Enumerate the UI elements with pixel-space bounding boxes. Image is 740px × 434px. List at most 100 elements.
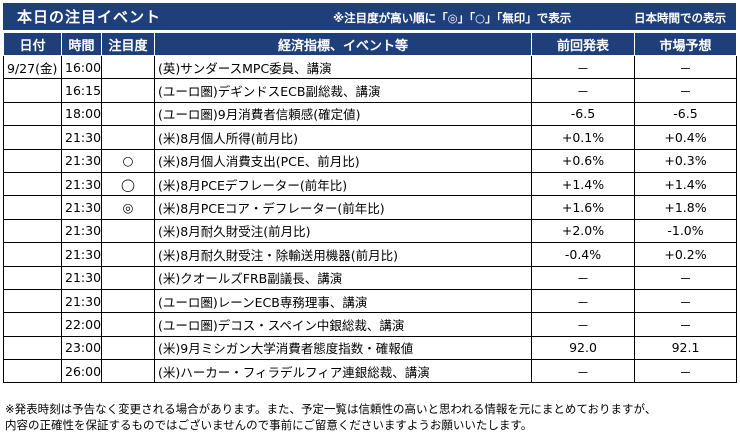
event-date	[3, 288, 62, 314]
importance-mark	[101, 242, 155, 267]
event-name: (米)9月ミシガン大学消費者態度指数・確報値	[154, 335, 532, 361]
event-name: (米)8月PCEコア・デフレーター(前年比)	[154, 195, 532, 220]
disclaimer: ※発表時刻は予告なく変更される場合があります。また、予定一覧は信頼性の高いと思わ…	[5, 401, 737, 433]
forecast-value: -1.0%	[634, 218, 737, 244]
timezone-note: 日本時間での表示	[634, 11, 726, 25]
table-row: 23:00 (米)9月ミシガン大学消費者態度指数・確報値 92.0 92.1	[3, 335, 737, 361]
forecast-value: +0.2%	[634, 242, 737, 267]
event-time: 23:00	[61, 335, 102, 361]
previous-value: +0.1%	[531, 125, 635, 150]
disclaimer-line-2: 内容の正確性を保証するものではございませんので事前にご留意くださいますようお願い…	[5, 418, 533, 432]
previous-value: －	[531, 54, 635, 80]
event-name: (ユーロ圏)レーンECB専務理事、講演	[154, 288, 532, 314]
forecast-value: -6.5	[634, 101, 737, 127]
table-row: 21:30 ○ (米)8月個人消費支出(PCE、前月比) +0.6% +0.3%	[3, 148, 737, 173]
event-name: (ユーロ圏)デギンドスECB副総裁、講演	[154, 78, 532, 103]
forecast-value: +0.3%	[634, 148, 737, 173]
importance-mark	[101, 359, 155, 384]
event-time: 26:00	[61, 359, 102, 384]
importance-mark	[101, 312, 155, 337]
calendar-title: 本日の注目イベント	[17, 8, 162, 26]
previous-value: +1.4%	[531, 171, 635, 197]
importance-mark: ◯	[101, 171, 155, 197]
previous-value: -6.5	[531, 101, 635, 127]
event-time: 21:30	[61, 265, 102, 290]
table-row: 21:30 ◎ (米)8月PCEコア・デフレーター(前年比) +1.6% +1.8%	[3, 195, 737, 220]
forecast-value: －	[634, 265, 737, 290]
col-date: 日付	[3, 32, 62, 56]
event-date	[3, 171, 62, 197]
event-date	[3, 125, 62, 150]
event-date	[3, 335, 62, 361]
event-time: 16:15	[61, 78, 102, 103]
event-time: 21:30	[61, 218, 102, 244]
col-importance: 注目度	[101, 32, 155, 56]
importance-mark	[101, 125, 155, 150]
importance-mark	[101, 78, 155, 103]
importance-mark	[101, 335, 155, 361]
event-date	[3, 78, 62, 103]
previous-value: 92.0	[531, 335, 635, 361]
event-name: (米)8月PCEデフレーター(前年比)	[154, 171, 532, 197]
previous-value: +1.6%	[531, 195, 635, 220]
event-table: 日付 時間 注目度 経済指標、イベント等 前回発表 市場予想 9/27(金) 16…	[3, 32, 737, 384]
event-date	[3, 218, 62, 244]
table-row: 21:30 (米)8月個人所得(前月比) +0.1% +0.4%	[3, 125, 737, 150]
previous-value: －	[531, 312, 635, 337]
event-time: 21:30	[61, 288, 102, 314]
previous-value: －	[531, 288, 635, 314]
event-time: 16:00	[61, 54, 102, 80]
event-name: (米)8月個人所得(前月比)	[154, 125, 532, 150]
forecast-value: －	[634, 54, 737, 80]
event-time: 22:00	[61, 312, 102, 337]
previous-value: －	[531, 265, 635, 290]
table-row: 9/27(金) 16:00 (英)サンダースMPC委員、講演－－	[3, 54, 737, 80]
importance-mark	[101, 265, 155, 290]
forecast-value: +1.8%	[634, 195, 737, 220]
previous-value: +2.0%	[531, 218, 635, 244]
event-date	[3, 148, 62, 173]
event-time: 21:30	[61, 148, 102, 173]
forecast-value: 92.1	[634, 335, 737, 361]
event-date	[3, 359, 62, 384]
event-date	[3, 195, 62, 220]
event-name: (英)サンダースMPC委員、講演	[154, 54, 532, 80]
table-row: 21:30 (米)8月耐久財受注・除輸送用機器(前月比) -0.4% +0.2%	[3, 242, 737, 267]
importance-mark	[101, 54, 155, 80]
event-time: 18:00	[61, 101, 102, 127]
event-date	[3, 265, 62, 290]
table-row: 22:00 (ユーロ圏)デコス・スペイン中銀総裁、講演－－	[3, 312, 737, 337]
forecast-value: －	[634, 78, 737, 103]
col-event: 経済指標、イベント等	[154, 32, 532, 56]
event-time: 21:30	[61, 195, 102, 220]
importance-mark	[101, 218, 155, 244]
event-date	[3, 242, 62, 267]
col-forecast: 市場予想	[634, 32, 737, 56]
importance-mark: ○	[101, 148, 155, 173]
event-time: 21:30	[61, 171, 102, 197]
calendar-header: 本日の注目イベント ※注目度が高い順に「◎」「○」「無印」で表示 日本時間での表…	[3, 3, 736, 30]
event-name: (米)ハーカー・フィラデルフィア連銀総裁、講演	[154, 359, 532, 384]
event-name: (米)8月耐久財受注(前月比)	[154, 218, 532, 244]
forecast-value: +0.4%	[634, 125, 737, 150]
importance-mark	[101, 288, 155, 314]
importance-mark: ◎	[101, 195, 155, 220]
table-row: 21:30 (米)8月耐久財受注(前月比) +2.0% -1.0%	[3, 218, 737, 244]
table-row: 26:00 (米)ハーカー・フィラデルフィア連銀総裁、講演－－	[3, 359, 737, 384]
event-date	[3, 101, 62, 127]
previous-value: -0.4%	[531, 242, 635, 267]
forecast-value: －	[634, 359, 737, 384]
event-name: (ユーロ圏)9月消費者信頼感(確定値)	[154, 101, 532, 127]
previous-value: －	[531, 359, 635, 384]
table-row: 18:00 (ユーロ圏)9月消費者信頼感(確定値) -6.5 -6.5	[3, 101, 737, 127]
importance-note: ※注目度が高い順に「◎」「○」「無印」で表示	[333, 11, 572, 25]
forecast-value: +1.4%	[634, 171, 737, 197]
event-name: (ユーロ圏)デコス・スペイン中銀総裁、講演	[154, 312, 532, 337]
event-name: (米)8月個人消費支出(PCE、前月比)	[154, 148, 532, 173]
table-row: 21:30 (米)クオールズFRB副議長、講演－－	[3, 265, 737, 290]
event-date: 9/27(金)	[3, 54, 62, 80]
event-name: (米)クオールズFRB副議長、講演	[154, 265, 532, 290]
forecast-value: －	[634, 312, 737, 337]
previous-value: －	[531, 78, 635, 103]
